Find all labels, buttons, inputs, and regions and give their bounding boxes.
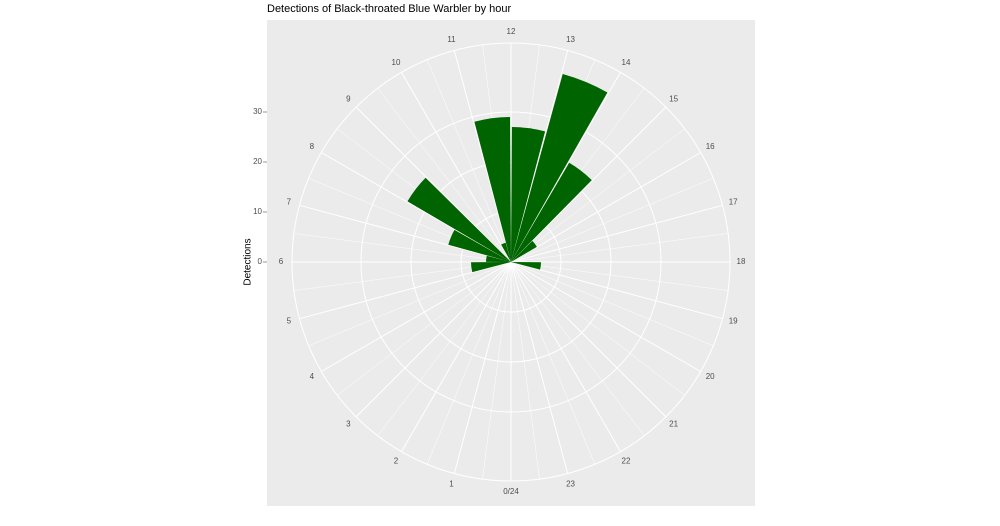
y-tick-label: 20: [253, 157, 262, 166]
spoke: [401, 261, 512, 452]
spoke: [510, 50, 569, 263]
x-tick-label: 23: [566, 479, 575, 488]
spoke: [510, 261, 645, 436]
bar: [448, 229, 511, 262]
x-tick-label: 13: [566, 35, 575, 44]
y-axis-label: Detections: [243, 238, 254, 285]
bar: [486, 255, 511, 262]
spoke: [377, 261, 512, 436]
spoke: [510, 177, 714, 263]
chart-title: Detections of Black-throated Blue Warble…: [267, 3, 511, 15]
spoke: [299, 204, 512, 263]
x-tick-label: 22: [622, 456, 631, 465]
spoke: [510, 261, 685, 396]
spoke: [337, 261, 512, 396]
spoke: [377, 88, 512, 263]
spoke: [293, 233, 512, 263]
x-tick-label: 8: [310, 142, 315, 151]
x-tick-label: 7: [287, 198, 292, 207]
spoke: [510, 233, 729, 263]
spoke: [510, 261, 729, 291]
bar: [501, 242, 511, 262]
spoke: [510, 72, 621, 263]
spoke: [426, 59, 512, 263]
bar: [407, 177, 511, 262]
x-tick-label: 15: [669, 94, 678, 103]
x-tick-label: 12: [507, 27, 516, 36]
spoke: [453, 50, 512, 263]
x-tick-label: 17: [729, 198, 738, 207]
spoke: [510, 152, 701, 263]
x-tick-label: 20: [706, 372, 715, 381]
x-tick-label: 14: [622, 58, 631, 67]
spoke: [510, 261, 723, 320]
bar: [511, 73, 608, 262]
bar: [511, 240, 537, 262]
x-tick-label: 2: [394, 456, 399, 465]
spoke: [308, 261, 512, 347]
bar: [511, 262, 541, 270]
spoke: [482, 261, 512, 480]
spoke: [321, 152, 512, 263]
bar: [471, 262, 511, 273]
y-tick-label: 30: [253, 107, 262, 116]
spoke: [510, 261, 596, 465]
spoke: [510, 261, 714, 347]
spoke: [510, 128, 685, 263]
x-tick-label: 18: [737, 257, 746, 266]
spoke: [510, 261, 569, 474]
spoke: [510, 261, 621, 452]
x-tick-label: 6: [279, 257, 284, 266]
bar: [511, 127, 546, 262]
x-tick-label: 1: [449, 479, 454, 488]
spoke: [510, 261, 540, 480]
spoke: [510, 261, 701, 372]
y-tick-label: 0: [258, 257, 263, 266]
spoke: [426, 261, 512, 465]
spoke: [321, 261, 512, 372]
bar: [474, 117, 511, 262]
x-tick-label: 4: [310, 372, 315, 381]
x-tick-label: 0/24: [503, 487, 519, 496]
spoke: [510, 204, 723, 263]
spoke: [299, 261, 512, 320]
x-tick-label: 11: [447, 35, 456, 44]
x-tick-label: 9: [346, 94, 351, 103]
x-tick-label: 21: [669, 420, 678, 429]
x-tick-label: 16: [706, 142, 715, 151]
x-tick-label: 3: [346, 420, 351, 429]
spoke: [510, 106, 667, 263]
y-tick-label: 10: [253, 207, 262, 216]
spoke: [510, 261, 667, 418]
spoke: [355, 106, 512, 263]
x-tick-label: 10: [392, 58, 401, 67]
spoke: [401, 72, 512, 263]
x-tick-label: 19: [729, 317, 738, 326]
x-tick-label: 5: [287, 317, 292, 326]
spoke: [355, 261, 512, 418]
bar: [511, 162, 592, 262]
spoke: [453, 261, 512, 474]
